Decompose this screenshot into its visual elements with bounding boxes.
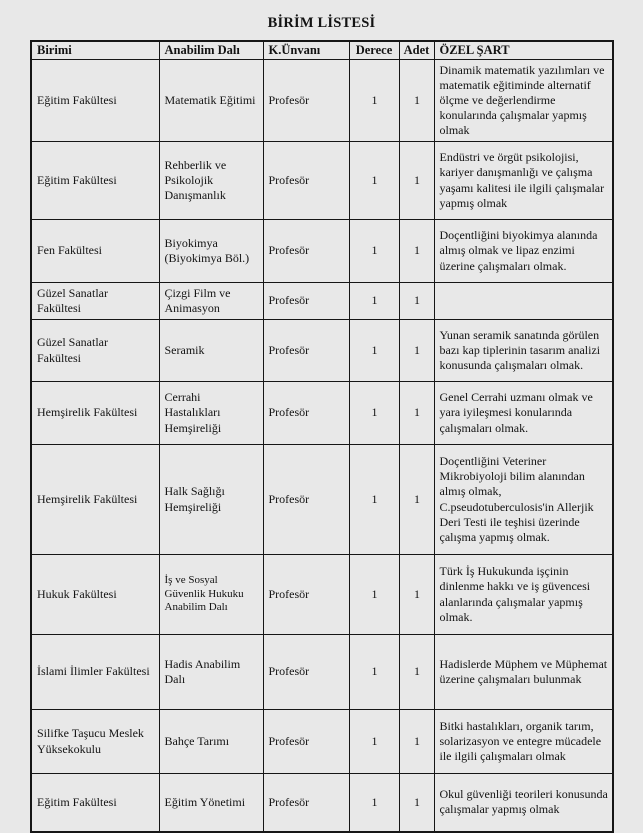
cell-adet: 1 (398, 282, 435, 320)
cell-birimi: Hukuk Fakültesi (30, 554, 160, 635)
cell-sart: Türk İş Hukukunda işçinin dinlenme hakkı… (433, 554, 614, 635)
cell-unvan: Profesör (262, 219, 350, 283)
cell-birimi: Eğitim Fakültesi (30, 59, 160, 142)
cell-birimi: Eğitim Fakültesi (30, 773, 160, 832)
cell-anabilim: Halk Sağlığı Hemşireliği (158, 444, 264, 555)
table-row: Fen Fakültesi Biyokimya (Biyokimya Böl.) P… (30, 219, 614, 283)
table-row: Hukuk Fakültesi İş ve Sosyal Güvenlik Huk… (30, 554, 614, 635)
cell-sart: Doçentliğini biyokimya alanında almış ol… (433, 219, 614, 283)
table-row: Eğitim Fakültesi Matematik Eğitimi Profesö… (30, 59, 614, 142)
cell-sart: Yunan seramik sanatında görülen bazı kap… (433, 319, 614, 382)
cell-sart: Okul güvenliği teorileri konusunda çalış… (433, 773, 614, 832)
table-row: Hemşirelik Fakültesi Cerrahi Hastalıkları… (30, 381, 614, 445)
cell-adet: 1 (398, 381, 435, 445)
cell-derece: 1 (348, 554, 400, 635)
cell-derece: 1 (348, 319, 400, 382)
header-adet: Adet (398, 40, 435, 60)
birim-listesi-table: Birimi Anabilim Dalı K.Ünvanı Derece Ade… (30, 40, 614, 833)
cell-derece: 1 (348, 444, 400, 555)
cell-unvan: Profesör (262, 444, 350, 555)
cell-sart: Hadislerde Müphem ve Müphemat üzerine ça… (433, 634, 614, 710)
cell-birimi: Eğitim Fakültesi (30, 141, 160, 220)
cell-derece: 1 (348, 219, 400, 283)
cell-unvan: Profesör (262, 634, 350, 710)
header-derece: Derece (348, 40, 400, 60)
page-title: BİRİM LİSTESİ (267, 15, 376, 31)
table-row: Güzel Sanatlar Fakültesi Çizgi Film ve An… (30, 282, 614, 320)
cell-anabilim: Cerrahi Hastalıkları Hemşireliği (158, 381, 264, 445)
table-row: Eğitim Fakültesi Rehberlik ve Psikolojik … (30, 141, 614, 220)
cell-sart: Dinamik matematik yazılımları ve matemat… (433, 59, 614, 142)
cell-sart: Bitki hastalıkları, organik tarım, solar… (433, 709, 614, 774)
cell-unvan: Profesör (262, 709, 350, 774)
header-kunvani: K.Ünvanı (262, 40, 350, 60)
cell-adet: 1 (398, 219, 435, 283)
cell-birimi: Güzel Sanatlar Fakültesi (30, 282, 160, 320)
cell-anabilim: Rehberlik ve Psikolojik Danışmanlık (158, 141, 264, 220)
cell-derece: 1 (348, 141, 400, 220)
table-row: Silifke Taşucu Meslek Yüksekokulu Bahçe T… (30, 709, 614, 774)
table-row: İslami İlimler Fakültesi Hadis Anabilim D… (30, 634, 614, 710)
cell-adet: 1 (398, 319, 435, 382)
cell-adet: 1 (398, 709, 435, 774)
cell-anabilim: İş ve Sosyal Güvenlik Hukuku Anabilim Da… (158, 554, 264, 635)
header-birimi: Birimi (30, 40, 160, 60)
cell-derece: 1 (348, 59, 400, 142)
cell-unvan: Profesör (262, 141, 350, 220)
cell-birimi: İslami İlimler Fakültesi (30, 634, 160, 710)
cell-adet: 1 (398, 444, 435, 555)
cell-derece: 1 (348, 282, 400, 320)
cell-derece: 1 (348, 773, 400, 832)
cell-birimi: Fen Fakültesi (30, 219, 160, 283)
cell-unvan: Profesör (262, 319, 350, 382)
cell-sart: Endüstri ve örgüt psikolojisi, kariyer d… (433, 141, 614, 220)
cell-birimi: Hemşirelik Fakültesi (30, 444, 160, 555)
cell-unvan: Profesör (262, 282, 350, 320)
cell-unvan: Profesör (262, 554, 350, 635)
cell-sart (433, 282, 614, 320)
cell-anabilim: Eğitim Yönetimi (158, 773, 264, 832)
cell-adet: 1 (398, 141, 435, 220)
table-header-row: Birimi Anabilim Dalı K.Ünvanı Derece Ade… (30, 40, 614, 60)
table-row: Eğitim Fakültesi Eğitim Yönetimi Profesör 1… (30, 773, 614, 832)
header-anabilim-dali: Anabilim Dalı (158, 40, 264, 60)
table-row: Hemşirelik Fakültesi Halk Sağlığı Hemşire… (30, 444, 614, 555)
table-row: Güzel Sanatlar Fakültesi Seramik Profesör 1… (30, 319, 614, 382)
cell-anabilim: Bahçe Tarımı (158, 709, 264, 774)
cell-adet: 1 (398, 773, 435, 832)
scanned-document-page: { "page": { "title": "BİRİM LİSTESİ" }, … (0, 15, 643, 833)
cell-sart: Genel Cerrahi uzmanı olmak ve yara iyile… (433, 381, 614, 445)
cell-anabilim: Biyokimya (Biyokimya Böl.) (158, 219, 264, 283)
cell-unvan: Profesör (262, 59, 350, 142)
cell-birimi: Hemşirelik Fakültesi (30, 381, 160, 445)
cell-derece: 1 (348, 381, 400, 445)
cell-birimi: Silifke Taşucu Meslek Yüksekokulu (30, 709, 160, 774)
cell-adet: 1 (398, 634, 435, 710)
cell-birimi: Güzel Sanatlar Fakültesi (30, 319, 160, 382)
cell-unvan: Profesör (262, 773, 350, 832)
cell-anabilim: Çizgi Film ve Animasyon (158, 282, 264, 320)
cell-derece: 1 (348, 634, 400, 710)
cell-anabilim: Matematik Eğitimi (158, 59, 264, 142)
cell-derece: 1 (348, 709, 400, 774)
cell-adet: 1 (398, 554, 435, 635)
header-ozel-sart: ÖZEL ŞART (433, 40, 614, 60)
cell-unvan: Profesör (262, 381, 350, 445)
cell-anabilim: Hadis Anabilim Dalı (158, 634, 264, 710)
cell-anabilim: Seramik (158, 319, 264, 382)
cell-sart: Doçentliğini Veteriner Mikrobiyoloji bil… (433, 444, 614, 555)
cell-adet: 1 (398, 59, 435, 142)
